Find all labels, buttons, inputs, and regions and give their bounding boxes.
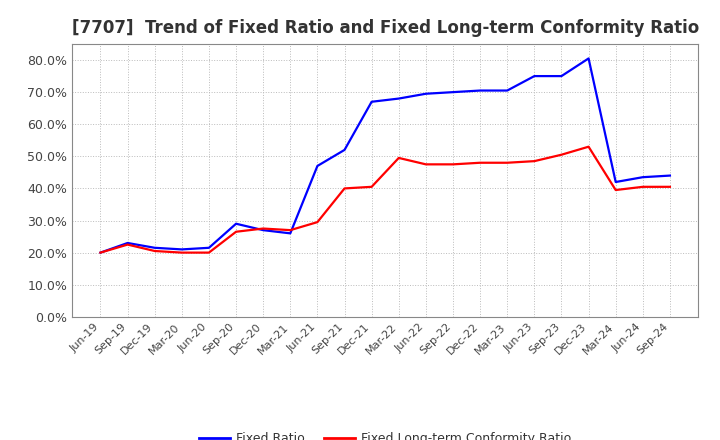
Fixed Long-term Conformity Ratio [178,250,186,255]
Fixed Ratio [313,163,322,169]
Fixed Long-term Conformity Ratio [476,160,485,165]
Fixed Ratio [584,56,593,61]
Fixed Ratio [476,88,485,93]
Fixed Long-term Conformity Ratio [584,144,593,149]
Fixed Long-term Conformity Ratio [313,220,322,225]
Fixed Long-term Conformity Ratio [503,160,511,165]
Fixed Ratio [232,221,240,226]
Title: [7707]  Trend of Fixed Ratio and Fixed Long-term Conformity Ratio: [7707] Trend of Fixed Ratio and Fixed Lo… [71,19,699,37]
Fixed Long-term Conformity Ratio [259,226,268,231]
Line: Fixed Ratio: Fixed Ratio [101,59,670,253]
Fixed Long-term Conformity Ratio [449,162,457,167]
Legend: Fixed Ratio, Fixed Long-term Conformity Ratio: Fixed Ratio, Fixed Long-term Conformity … [194,427,577,440]
Fixed Ratio [530,73,539,79]
Fixed Long-term Conformity Ratio [96,250,105,255]
Fixed Long-term Conformity Ratio [665,184,674,190]
Fixed Long-term Conformity Ratio [395,155,403,161]
Fixed Long-term Conformity Ratio [530,158,539,164]
Fixed Ratio [611,180,620,185]
Fixed Long-term Conformity Ratio [204,250,213,255]
Fixed Long-term Conformity Ratio [421,162,430,167]
Fixed Long-term Conformity Ratio [232,229,240,235]
Fixed Ratio [123,240,132,246]
Fixed Ratio [367,99,376,104]
Fixed Ratio [150,245,159,250]
Fixed Ratio [449,89,457,95]
Fixed Long-term Conformity Ratio [123,242,132,247]
Fixed Ratio [286,231,294,236]
Fixed Long-term Conformity Ratio [611,187,620,193]
Fixed Ratio [341,147,349,153]
Fixed Ratio [96,250,105,255]
Fixed Ratio [204,245,213,250]
Fixed Long-term Conformity Ratio [639,184,647,190]
Fixed Ratio [557,73,566,79]
Fixed Ratio [665,173,674,178]
Fixed Long-term Conformity Ratio [367,184,376,190]
Fixed Ratio [639,175,647,180]
Fixed Ratio [395,96,403,101]
Fixed Long-term Conformity Ratio [341,186,349,191]
Line: Fixed Long-term Conformity Ratio: Fixed Long-term Conformity Ratio [101,147,670,253]
Fixed Ratio [178,247,186,252]
Fixed Long-term Conformity Ratio [286,227,294,233]
Fixed Ratio [259,227,268,233]
Fixed Ratio [503,88,511,93]
Fixed Ratio [421,91,430,96]
Fixed Long-term Conformity Ratio [557,152,566,158]
Fixed Long-term Conformity Ratio [150,248,159,253]
